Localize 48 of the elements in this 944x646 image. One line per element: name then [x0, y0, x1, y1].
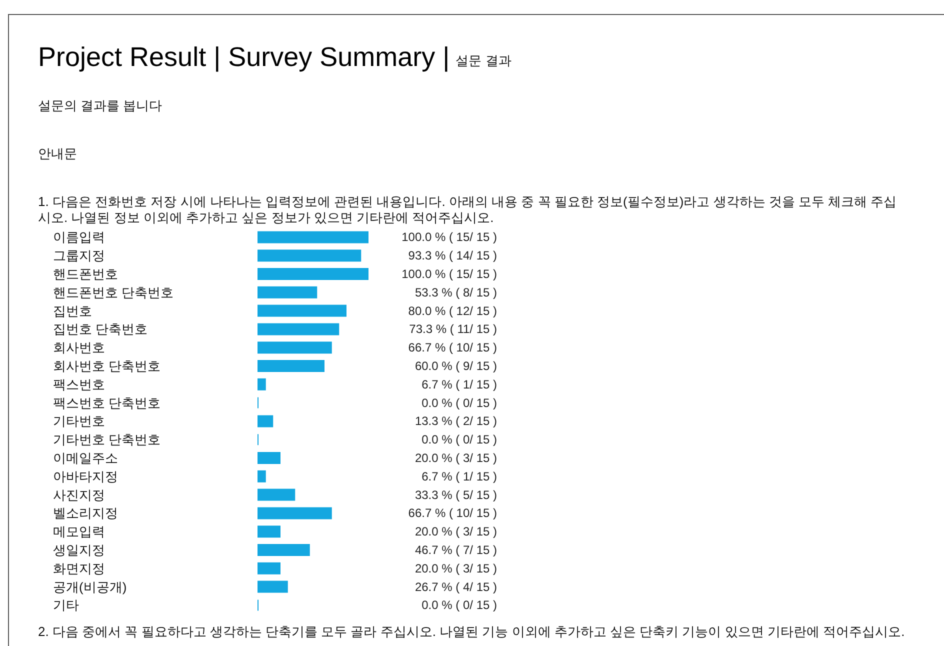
- y-tick-label: 기타번호 단축번호: [53, 432, 161, 448]
- data-label: 66.7 % ( 10/ 15 ): [408, 506, 497, 520]
- y-tick-label: 메모입력: [53, 524, 105, 540]
- y-tick-label: 핸드폰번호: [53, 266, 118, 282]
- chart-title: Project Result | Survey Summary |: [38, 41, 450, 74]
- text: 안내문: [38, 146, 78, 162]
- data-label: 13.3 % ( 2/ 15 ): [414, 414, 497, 428]
- data-label: 0.0 % ( 0/ 15 ): [422, 396, 497, 410]
- data-label: 26.7 % ( 4/ 15 ): [414, 580, 497, 594]
- data-label: 6.7 % ( 1/ 15 ): [422, 469, 497, 484]
- data-label: 73.3 % ( 11/ 15 ): [409, 322, 497, 336]
- y-tick-label: 회사번호: [53, 340, 105, 356]
- y-tick-label: 이름입력: [53, 230, 105, 245]
- data-label: 33.3 % ( 5/ 15 ): [414, 488, 497, 502]
- y-tick-label: 벨소리지정: [53, 506, 118, 521]
- y-tick-label: 기타: [53, 598, 79, 613]
- data-label: 53.3 % ( 8/ 15 ): [414, 285, 497, 300]
- data-label: 20.0 % ( 3/ 15 ): [414, 561, 497, 576]
- data-label: 20.0 % ( 3/ 15 ): [414, 524, 497, 539]
- data-label: 66.7 % ( 10/ 15 ): [408, 340, 497, 355]
- y-tick-label: 회사번호 단축번호: [53, 358, 161, 374]
- y-tick-label: 생일지정: [53, 542, 105, 558]
- data-label: 20.0 % ( 3/ 15 ): [414, 451, 497, 465]
- text: 1. 다음은 전화번호 저장 시에 나타나는 입력정보에 관련된 내용입니다. 아래의 내용 중 꼭 필요한 정보(필수정보)라고 생각하는 것을 모두 체크해 주십시오. 나열된 정보 이외에 추가하고 싶은 정보가 있으면 기타란에 적어주십시오.: [38, 194, 898, 226]
- y-tick-label: 화면지정: [53, 560, 105, 576]
- data-label: 6.7 % ( 1/ 15 ): [422, 377, 497, 392]
- data-label: 80.0 % ( 12/ 15 ): [408, 304, 497, 318]
- data-label: 60.0 % ( 9/ 15 ): [414, 359, 497, 373]
- data-label: 100.0 % ( 15/ 15 ): [402, 267, 498, 281]
- y-tick-label: 집번호 단축번호: [53, 322, 148, 337]
- y-tick-label: 팩스번호: [53, 376, 105, 392]
- data-label: 93.3 % ( 14/ 15 ): [408, 248, 497, 263]
- y-tick-label: 팩스번호 단축번호: [53, 395, 161, 410]
- data-label: 46.7 % ( 7/ 15 ): [414, 543, 497, 557]
- data-label: 100.0 % ( 15/ 15 ): [402, 230, 498, 244]
- y-tick-label: 기타번호: [53, 414, 105, 429]
- y-tick-label: 그룹지정: [53, 248, 105, 264]
- y-tick-label: 공개(비공개): [53, 579, 127, 594]
- y-tick-label: 핸드폰번호 단축번호: [53, 284, 174, 300]
- text: 2. 다음 중에서 꼭 필요하다고 생각하는 단축기를 모두 골라 주십시오. 나열된 기능 이외에 추가하고 싶은 단축키 기능이 있으면 기타란에 적어주십시오.: [38, 624, 906, 640]
- text: 설문의 결과를 봅니다: [38, 98, 164, 114]
- y-tick-label: 집번호: [53, 303, 92, 318]
- data-label: 0.0 % ( 0/ 15 ): [422, 432, 497, 447]
- y-tick-label: 이메일주소: [53, 450, 118, 466]
- y-tick-label: 사진지정: [53, 487, 105, 502]
- text: 설문 결과: [456, 53, 512, 69]
- data-label: 0.0 % ( 0/ 15 ): [422, 598, 497, 612]
- y-tick-label: 아바타지정: [53, 468, 118, 484]
